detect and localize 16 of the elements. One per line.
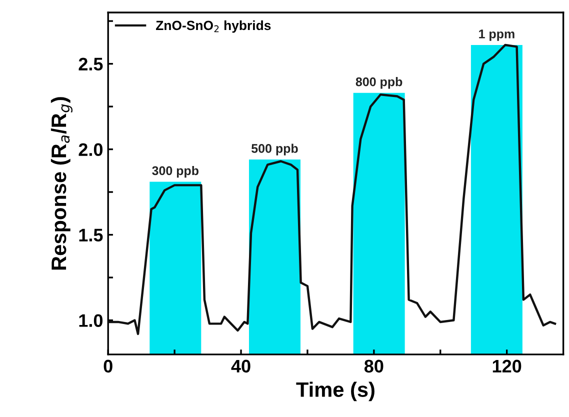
annotation: 500 ppb xyxy=(252,144,298,156)
line-series xyxy=(108,44,556,336)
x-tick-label: 120 xyxy=(492,360,522,373)
x-axis-title: Time (s) xyxy=(296,382,374,402)
x-tick-label: 0 xyxy=(104,360,112,373)
y-tick-label: 1.5 xyxy=(79,228,103,242)
annotation: 1 ppm xyxy=(479,30,514,41)
y-tick-label: 2.5 xyxy=(78,58,103,71)
y-tick-label: 1.0 xyxy=(79,314,103,327)
annotation: 300 ppb xyxy=(152,166,198,178)
annotation: 800 ppb xyxy=(356,77,402,89)
x-tick-label: 80 xyxy=(364,360,384,373)
legend-label: ZnO-SnO$_{2}$ hybrids xyxy=(156,20,271,33)
y-tick-label: 2.0 xyxy=(78,143,103,156)
x-tick-label: 40 xyxy=(231,360,250,373)
y-axis-title: Response (R$_{a}$/R$_{g}$) xyxy=(50,97,72,270)
